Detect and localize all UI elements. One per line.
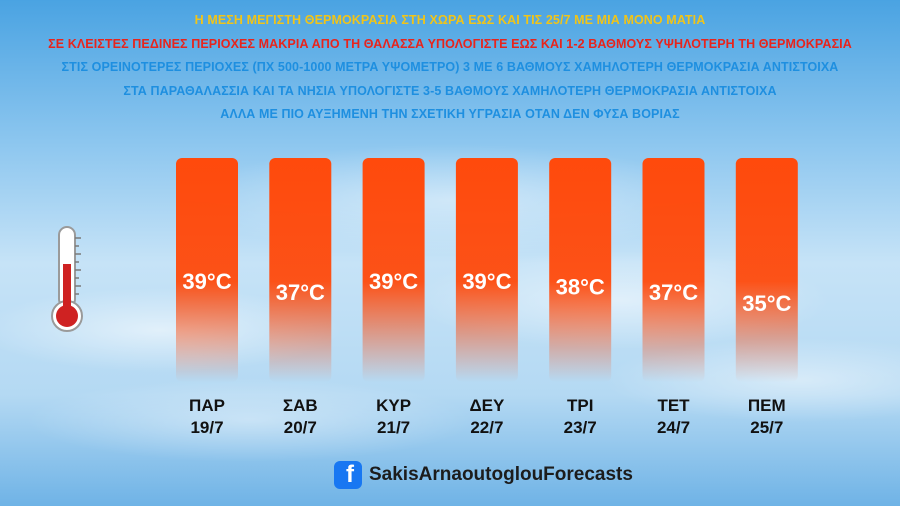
day-label: ΠΑΡ bbox=[189, 396, 225, 415]
headline-line-5: ΑΛΛΑ ΜΕ ΠΙΟ ΑΥΞΗΜΕΝΗ ΤΗΝ ΣΧΕΤΙΚΗ ΥΓΡΑΣΙΑ… bbox=[220, 107, 680, 121]
facebook-credit[interactable]: f SakisArnaoutoglouForecasts bbox=[334, 459, 633, 491]
bar-ΚΥΡ bbox=[362, 158, 425, 382]
facebook-icon: f bbox=[334, 461, 362, 489]
day-label: ΤΕΤ bbox=[657, 396, 690, 415]
day-label: ΣΑΒ bbox=[283, 396, 318, 415]
bar-ΤΡΙ bbox=[549, 158, 612, 382]
value-label: 38°C bbox=[556, 275, 605, 300]
date-label: 23/7 bbox=[564, 418, 597, 437]
headline-line-4: ΣΤΑ ΠΑΡΑΘΑΛΑΣΣΙΑ ΚΑΙ ΤΑ ΝΗΣΙΑ ΥΠΟΛΟΓΙΣΤΕ… bbox=[123, 83, 777, 98]
thermometer-icon bbox=[51, 226, 83, 332]
bar-ΤΕΤ bbox=[642, 158, 705, 382]
labels-group: 39°C ΠΑΡ 19/7 37°C ΣΑΒ 20/7 39°C ΚΥΡ 21/7 39°C ΔΕΥ… bbox=[182, 269, 791, 437]
date-label: 25/7 bbox=[750, 418, 783, 437]
bar-ΔΕΥ bbox=[455, 158, 518, 382]
headline-line-2: ΣΕ ΚΛΕΙΣΤΕΣ ΠΕΔΙΝΕΣ ΠΕΡΙΟΧΕΣ ΜΑΚΡΙΑ ΑΠΟ … bbox=[48, 36, 852, 51]
value-label: 39°C bbox=[369, 269, 418, 294]
bar-ΠΕΜ bbox=[735, 158, 798, 382]
value-label: 39°C bbox=[462, 269, 511, 294]
day-label: ΔΕΥ bbox=[469, 396, 505, 415]
day-label: ΚΥΡ bbox=[376, 396, 411, 415]
date-label: 22/7 bbox=[470, 418, 503, 437]
value-label: 39°C bbox=[182, 269, 231, 294]
headline-line-3: ΣΤΙΣ ΟΡΕΙΝΟΤΕΡΕΣ ΠΕΡΙΟΧΕΣ (ΠΧ 500-1000 Μ… bbox=[61, 60, 839, 74]
bars-group bbox=[176, 158, 798, 382]
headline-block: Η ΜΕΣΗ ΜΕΓΙΣΤΗ ΘΕΡΜΟΚΡΑΣΙΑ ΣΤΗ ΧΩΡΑ ΕΩΣ … bbox=[0, 9, 900, 127]
value-label: 37°C bbox=[649, 280, 698, 305]
date-label: 24/7 bbox=[657, 418, 690, 437]
day-label: ΤΡΙ bbox=[567, 396, 593, 415]
date-label: 21/7 bbox=[377, 418, 410, 437]
headline-line-1: Η ΜΕΣΗ ΜΕΓΙΣΤΗ ΘΕΡΜΟΚΡΑΣΙΑ ΣΤΗ ΧΩΡΑ ΕΩΣ … bbox=[194, 13, 706, 27]
value-label: 35°C bbox=[742, 291, 791, 316]
bar-ΣΑΒ bbox=[269, 158, 332, 382]
facebook-handle[interactable]: SakisArnaoutoglouForecasts bbox=[369, 464, 633, 485]
date-label: 19/7 bbox=[190, 418, 223, 437]
day-label: ΠΕΜ bbox=[748, 396, 786, 415]
value-label: 37°C bbox=[276, 280, 325, 305]
bar-ΠΑΡ bbox=[176, 158, 238, 382]
date-label: 20/7 bbox=[284, 418, 317, 437]
